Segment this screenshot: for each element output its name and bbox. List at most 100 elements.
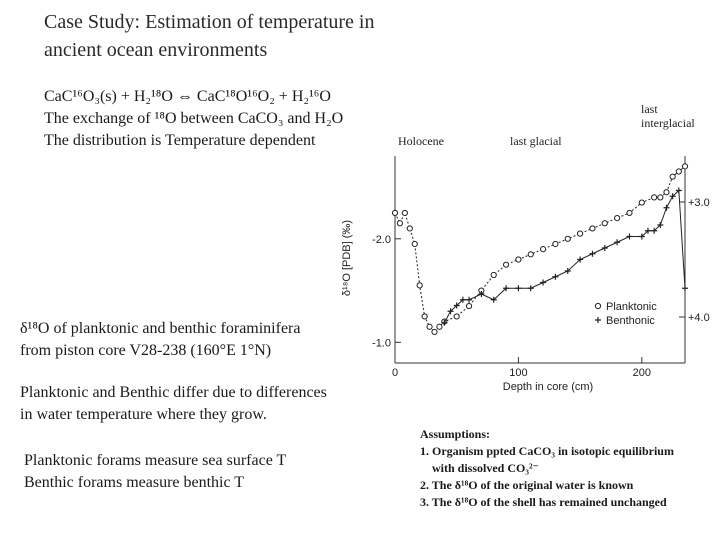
legend-label-planktonic: Planktonic: [606, 301, 657, 313]
planktonic-point-27: [651, 194, 658, 201]
planktonic-point-2: [401, 209, 408, 217]
planktonic-point-11: [453, 313, 460, 320]
difference-caption-line-1: Planktonic and Benthic differ due to dif…: [20, 384, 327, 401]
benthonic-point-18: [638, 233, 645, 240]
planktonic-point-26: [638, 199, 645, 206]
planktonic-point-6: [421, 313, 428, 320]
benthonic-point-0: [441, 319, 448, 326]
benthonic-point-9: [527, 285, 534, 292]
planktonic-point-21: [577, 230, 584, 237]
slide-title-line-1: Case Study: Estimation of temperature in: [44, 11, 375, 33]
legend-marker-benthonic: [595, 317, 601, 323]
benthonic-point-20: [651, 227, 658, 234]
last-glacial-label: last glacial: [510, 134, 562, 148]
benthonic-point-6: [490, 296, 497, 303]
benthonic-point-11: [552, 273, 559, 280]
difference-caption-line-2: in water temperature where they grow.: [20, 406, 267, 423]
benthic-measure-text: Benthic forams measure benthic T: [24, 474, 245, 491]
right-tick-label-1: +4.0: [688, 312, 710, 324]
planktonic-point-18: [539, 246, 547, 253]
planktonic-point-22: [589, 225, 596, 232]
assumption-1: 1. Organism ppted CaCO₃ in isotopic equi…: [420, 444, 674, 458]
exchange-statement: The exchange of ¹⁸O between CaCO₃ and H₂…: [44, 110, 344, 127]
assumptions-heading: Assumptions:: [420, 427, 491, 441]
slide-title-line-2: ancient ocean environments: [44, 39, 268, 61]
slide-title: Case Study: Estimation of temperature in…: [44, 8, 375, 64]
planktonic-point-31: [675, 168, 682, 175]
x-tick-label-0: 0: [392, 367, 398, 379]
benthonic-point-16: [614, 239, 621, 246]
last-interglacial-label-line-1: last: [641, 102, 658, 116]
assumption-2: 2. The δ¹⁸O of the original water is kno…: [420, 478, 634, 492]
planktonic-point-16: [515, 256, 522, 263]
benthonic-point-13: [577, 256, 584, 263]
benthonic-point-19: [644, 227, 651, 234]
core-caption-line-2: from piston core V28-238 (160°E 1°N): [20, 342, 272, 359]
planktonic-point-19: [552, 240, 559, 248]
x-tick-label-2: 200: [633, 367, 651, 379]
benthonic-point-2: [453, 302, 460, 309]
core-caption-line-1: δ¹⁸O of planktonic and benthic foraminif…: [20, 320, 301, 337]
benthonic-point-12: [564, 268, 571, 274]
difference-caption: Planktonic and Benthic differ due to dif…: [20, 382, 327, 426]
temperature-dependence-statement: The distribution is Temperature dependen…: [44, 132, 316, 149]
last-interglacial-label-line-2: interglacial: [641, 116, 695, 130]
benthonic-point-4: [466, 296, 473, 303]
planktonic-point-23: [601, 220, 608, 227]
x-tick-label-1: 100: [509, 367, 527, 379]
planktonic-point-9: [436, 323, 443, 330]
planktonic-point-29: [663, 189, 670, 196]
benthonic-point-25: [682, 285, 688, 292]
planktonic-point-0: [391, 209, 399, 217]
holocene-label: Holocene: [398, 134, 444, 148]
planktonic-point-32: [681, 163, 689, 170]
measure-caption: Planktonic forams measure sea surface T …: [24, 450, 286, 494]
last-interglacial-label: last interglacial: [641, 102, 695, 130]
benthonic-point-3: [459, 296, 466, 303]
y-axis-label: δ¹⁸O [PDB] (‰): [341, 220, 353, 296]
benthonic-point-7: [503, 285, 510, 292]
chart-legend: Planktonic Benthonic: [594, 301, 657, 327]
planktonic-point-20: [564, 235, 571, 242]
planktonic-point-12: [465, 302, 473, 310]
benthonic-point-14: [589, 250, 596, 257]
reaction-equation: CaC¹⁶O₃(s) + H₂¹⁸O ⇔ CaC¹⁸O¹⁶O₂ + H₂¹⁶O: [44, 88, 331, 105]
planktonic-point-30: [669, 173, 676, 180]
left-tick-label-0: -2.0: [372, 234, 391, 246]
legend-marker-planktonic: [594, 302, 602, 310]
benthonic-point-8: [515, 285, 522, 292]
series-line-benthonic: [443, 189, 686, 323]
legend-label-benthonic: Benthonic: [606, 315, 655, 327]
benthonic-point-10: [540, 279, 547, 286]
planktonic-point-24: [614, 215, 621, 222]
chart-frame: [394, 156, 686, 364]
isotope-chart: -2.0 -1.0 +3.0 +4.0 0 100 200 Planktonic Bentho…: [341, 156, 710, 393]
benthonic-point-5: [478, 291, 485, 297]
planktonic-point-1: [396, 220, 404, 227]
planktonic-point-4: [411, 240, 418, 248]
planktonic-measure-text: Planktonic forams measure sea surface T: [24, 452, 287, 469]
planktonic-point-28: [657, 194, 664, 201]
assumptions-block: Assumptions: 1. Organism ppted CaCO₃ in …: [420, 426, 674, 511]
benthonic-point-24: [675, 187, 682, 194]
planktonic-point-25: [626, 209, 633, 217]
planktonic-point-17: [527, 251, 534, 258]
benthonic-point-17: [626, 233, 633, 240]
planktonic-point-3: [406, 225, 413, 232]
planktonic-point-15: [502, 261, 510, 268]
benthonic-point-21: [657, 222, 664, 228]
chart-ticks: -2.0 -1.0 +3.0 +4.0 0 100 200: [372, 197, 710, 379]
benthonic-point-23: [669, 193, 676, 200]
benthonic-point-22: [663, 204, 670, 211]
x-axis-label: Depth in core (cm): [503, 381, 593, 393]
assumption-3: 3. The δ¹⁸O of the shell has remained un…: [420, 495, 667, 509]
planktonic-point-5: [416, 282, 423, 289]
core-caption: δ¹⁸O of planktonic and benthic foraminif…: [20, 318, 300, 362]
chart-series: [391, 163, 689, 336]
reaction-block: CaC¹⁶O₃(s) + H₂¹⁸O ⇔ CaC¹⁸O¹⁶O₂ + H₂¹⁶O …: [44, 86, 343, 152]
right-tick-label-0: +3.0: [688, 197, 710, 209]
assumption-1-continued: with dissolved CO₃²⁻: [432, 461, 539, 475]
benthonic-point-15: [601, 245, 608, 251]
benthonic-point-1: [447, 308, 454, 315]
left-tick-label-1: -1.0: [372, 337, 391, 349]
